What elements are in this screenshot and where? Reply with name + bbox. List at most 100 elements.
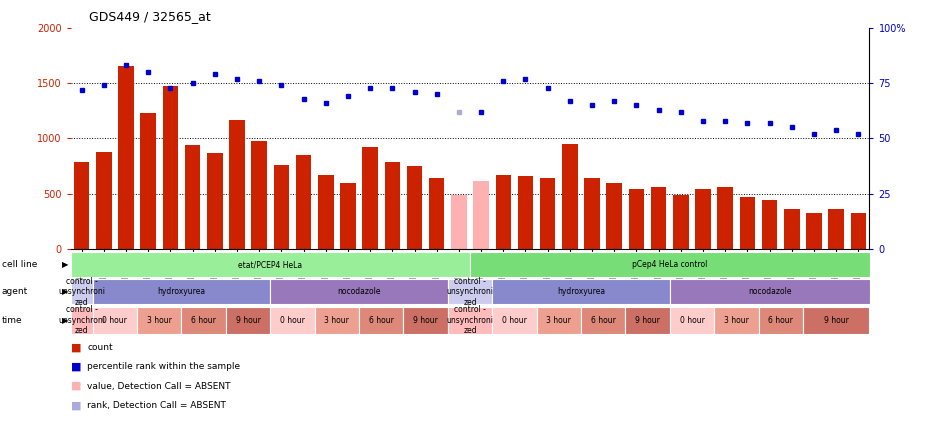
- Bar: [118, 66, 133, 249]
- Text: control -
unsynchroni
zed: control - unsynchroni zed: [446, 277, 494, 307]
- Bar: [251, 141, 267, 249]
- Bar: [495, 175, 511, 249]
- Text: agent: agent: [2, 287, 28, 296]
- Bar: [669, 279, 870, 304]
- Text: hydroxyurea: hydroxyurea: [556, 287, 605, 296]
- Text: ▶: ▶: [62, 287, 68, 296]
- Bar: [669, 307, 714, 334]
- Bar: [140, 113, 156, 249]
- Text: GDS449 / 32565_at: GDS449 / 32565_at: [89, 10, 212, 23]
- Text: 0 hour: 0 hour: [680, 316, 704, 325]
- Bar: [163, 86, 179, 249]
- Text: 3 hour: 3 hour: [324, 316, 350, 325]
- Text: 6 hour: 6 hour: [191, 316, 216, 325]
- Bar: [493, 307, 537, 334]
- Text: 3 hour: 3 hour: [546, 316, 572, 325]
- Text: rank, Detection Call = ABSENT: rank, Detection Call = ABSENT: [87, 401, 227, 410]
- Bar: [70, 279, 93, 304]
- Text: 9 hour: 9 hour: [236, 316, 260, 325]
- Bar: [447, 279, 493, 304]
- Bar: [807, 213, 822, 249]
- Bar: [581, 307, 625, 334]
- Text: cell line: cell line: [2, 260, 38, 269]
- Bar: [403, 307, 447, 334]
- Bar: [70, 252, 470, 277]
- Bar: [318, 175, 334, 249]
- Text: 6 hour: 6 hour: [368, 316, 394, 325]
- Bar: [181, 307, 226, 334]
- Text: ■: ■: [70, 381, 81, 391]
- Bar: [696, 190, 711, 249]
- Bar: [629, 190, 644, 249]
- Text: 0 hour: 0 hour: [280, 316, 305, 325]
- Text: ▶: ▶: [62, 260, 68, 269]
- Bar: [717, 187, 733, 249]
- Bar: [96, 152, 112, 249]
- Bar: [537, 307, 581, 334]
- Text: percentile rank within the sample: percentile rank within the sample: [87, 363, 241, 371]
- Text: 9 hour: 9 hour: [823, 316, 849, 325]
- Bar: [784, 209, 800, 249]
- Text: control -
unsynchroni
zed: control - unsynchroni zed: [58, 305, 105, 335]
- Bar: [93, 279, 271, 304]
- Bar: [518, 176, 533, 249]
- Text: 6 hour: 6 hour: [768, 316, 793, 325]
- Bar: [650, 187, 666, 249]
- Bar: [451, 195, 466, 249]
- Bar: [740, 197, 755, 249]
- Bar: [803, 307, 870, 334]
- Bar: [761, 201, 777, 249]
- Text: 6 hour: 6 hour: [590, 316, 616, 325]
- Bar: [493, 279, 669, 304]
- Text: time: time: [2, 316, 23, 325]
- Text: ▶: ▶: [62, 316, 68, 325]
- Bar: [407, 166, 422, 249]
- Text: 3 hour: 3 hour: [724, 316, 749, 325]
- Text: 0 hour: 0 hour: [502, 316, 526, 325]
- Bar: [274, 165, 290, 249]
- Text: control -
unsynchroni
zed: control - unsynchroni zed: [446, 305, 494, 335]
- Text: 3 hour: 3 hour: [147, 316, 172, 325]
- Bar: [271, 279, 447, 304]
- Bar: [296, 155, 311, 249]
- Bar: [470, 252, 870, 277]
- Bar: [429, 178, 445, 249]
- Bar: [229, 120, 244, 249]
- Bar: [625, 307, 669, 334]
- Text: 9 hour: 9 hour: [635, 316, 660, 325]
- Bar: [207, 153, 223, 249]
- Bar: [271, 307, 315, 334]
- Text: etat/PCEP4 HeLa: etat/PCEP4 HeLa: [238, 260, 303, 269]
- Text: nocodazole: nocodazole: [748, 287, 791, 296]
- Bar: [362, 147, 378, 249]
- Bar: [828, 209, 844, 249]
- Bar: [226, 307, 271, 334]
- Text: ■: ■: [70, 362, 81, 372]
- Bar: [562, 144, 578, 249]
- Bar: [851, 213, 866, 249]
- Text: 9 hour: 9 hour: [414, 316, 438, 325]
- Bar: [447, 307, 493, 334]
- Text: ■: ■: [70, 400, 81, 410]
- Bar: [340, 183, 355, 249]
- Bar: [673, 195, 689, 249]
- Bar: [714, 307, 759, 334]
- Bar: [540, 178, 556, 249]
- Bar: [93, 307, 137, 334]
- Bar: [137, 307, 181, 334]
- Text: 0 hour: 0 hour: [102, 316, 127, 325]
- Bar: [315, 307, 359, 334]
- Text: value, Detection Call = ABSENT: value, Detection Call = ABSENT: [87, 382, 231, 391]
- Bar: [474, 181, 489, 249]
- Bar: [185, 145, 200, 249]
- Bar: [606, 183, 622, 249]
- Text: nocodazole: nocodazole: [337, 287, 381, 296]
- Text: pCep4 HeLa control: pCep4 HeLa control: [632, 260, 708, 269]
- Text: hydroxyurea: hydroxyurea: [157, 287, 206, 296]
- Bar: [74, 162, 89, 249]
- Bar: [759, 307, 803, 334]
- Bar: [359, 307, 403, 334]
- Text: count: count: [87, 343, 113, 352]
- Text: ■: ■: [70, 343, 81, 353]
- Bar: [70, 307, 93, 334]
